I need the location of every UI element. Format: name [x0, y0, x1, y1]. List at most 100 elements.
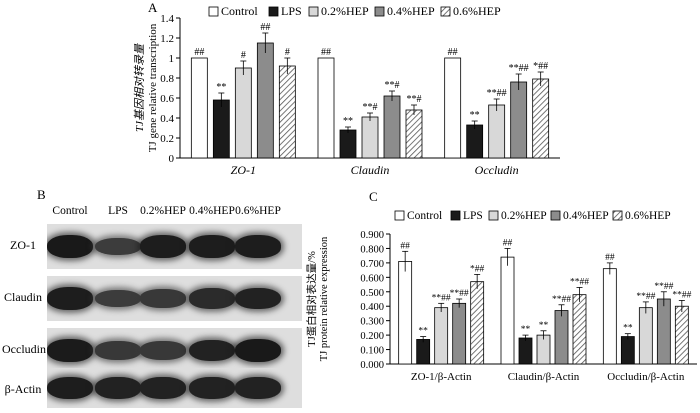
- blot-band: [235, 377, 281, 399]
- blot-row-label: β-Actin: [4, 382, 42, 396]
- blot-band: [47, 339, 93, 362]
- bar: [234, 67, 252, 159]
- category-label: Occludin/β-Actin: [607, 371, 685, 383]
- bar: [620, 336, 635, 365]
- bar: [500, 256, 515, 365]
- category-label: Claudin: [351, 163, 390, 177]
- legend-swatch: [550, 210, 561, 221]
- significance-label: **: [521, 325, 531, 335]
- significance-label: **#: [363, 102, 378, 113]
- blot-strip: [47, 328, 302, 373]
- western-blot-panel: B Control LPS 0.2%HEP 0.4%HEP 0.6%HEP ZO-1 Cl…: [0, 187, 305, 413]
- y-tick-label: 0.800: [360, 244, 384, 255]
- bar: [602, 268, 617, 365]
- legend-swatch: [208, 6, 219, 17]
- bar: [361, 116, 379, 159]
- blot-band: [140, 235, 186, 258]
- category-label: Occludin: [475, 163, 519, 177]
- legend-label: 0.6%HEP: [453, 4, 501, 18]
- significance-label: *##: [470, 264, 485, 274]
- y-axis-label: TJ蛋白相对表达量/%: [305, 251, 318, 347]
- legend-swatch: [374, 6, 385, 17]
- bar: [532, 78, 550, 159]
- significance-label: **: [623, 324, 633, 334]
- blot-row-label: Occludin: [2, 342, 46, 356]
- y-tick-label: 0.300: [360, 317, 384, 328]
- bar: [470, 281, 485, 365]
- legend-label: Control: [407, 210, 442, 222]
- blot-band: [140, 289, 186, 308]
- legend-label: 0.6%HEP: [625, 210, 671, 222]
- bar: [452, 302, 467, 365]
- significance-label: **##: [487, 88, 507, 99]
- y-tick-label: 0: [169, 153, 175, 165]
- y-axis-label: TJ protein relative expression: [319, 236, 330, 361]
- significance-label: ##: [503, 238, 513, 248]
- blot-band: [235, 235, 281, 258]
- blot-band: [189, 377, 235, 399]
- y-tick-label: 0.900: [360, 230, 384, 241]
- blot-band: [47, 287, 93, 310]
- blot-row-label: ZO-1: [10, 238, 36, 252]
- significance-label: ##: [321, 47, 331, 58]
- legend-label: 0.4%HEP: [563, 210, 609, 222]
- significance-label: **##: [672, 290, 691, 300]
- significance-label: ##: [194, 47, 204, 58]
- bar: [278, 65, 296, 159]
- significance-label: **##: [509, 63, 529, 74]
- blot-strip: [47, 368, 302, 408]
- legend-swatch: [268, 6, 279, 17]
- legend-swatch: [308, 6, 319, 17]
- panel-c-letter: C: [369, 189, 378, 204]
- bar: [536, 334, 551, 365]
- significance-label: ##: [448, 47, 458, 58]
- lane-label: 0.6%HEP: [235, 205, 281, 217]
- y-axis-label: TJ gene relative transcription: [147, 23, 159, 152]
- significance-label: **: [418, 327, 428, 337]
- significance-label: **: [216, 82, 226, 93]
- y-tick-label: 0.500: [360, 288, 384, 299]
- y-tick-label: 0.8: [160, 73, 174, 85]
- bar: [256, 42, 274, 159]
- legend-swatch: [440, 6, 451, 17]
- chart-panel-c: C TJ蛋白相对表达量/% TJ protein relative express…: [305, 189, 697, 383]
- bar: [466, 124, 484, 159]
- y-tick-label: 0.600: [360, 273, 384, 284]
- category-label: ZO-1/β-Actin: [411, 371, 472, 383]
- y-tick-label: 1.4: [160, 13, 174, 25]
- bar: [554, 310, 569, 365]
- blot-band: [95, 377, 141, 399]
- significance-label: **#: [385, 80, 400, 91]
- lane-label: 0.2%HEP: [140, 205, 186, 217]
- significance-label: ##: [605, 253, 615, 263]
- lane-label: Control: [52, 205, 88, 217]
- significance-label: #: [285, 47, 290, 58]
- legend-label: Control: [221, 4, 258, 18]
- panel-b-letter: B: [37, 187, 46, 202]
- blot-strip: [47, 224, 302, 269]
- significance-label: **##: [450, 289, 469, 299]
- bar: [416, 339, 431, 365]
- bar: [339, 129, 357, 159]
- legend-label: 0.2%HEP: [501, 210, 547, 222]
- y-tick-label: 0.6: [160, 93, 174, 105]
- y-tick-label: 0.700: [360, 259, 384, 270]
- legend-swatch: [488, 210, 499, 221]
- blot-band: [189, 288, 235, 309]
- legend-swatch: [612, 210, 623, 221]
- bar: [518, 337, 533, 365]
- significance-label: **##: [654, 282, 673, 292]
- bar: [674, 305, 689, 365]
- y-tick-label: 0.4: [160, 113, 174, 125]
- bar: [444, 57, 462, 159]
- significance-label: **##: [636, 292, 655, 302]
- legend-label: LPS: [281, 4, 302, 18]
- blot-band: [95, 341, 141, 360]
- blot-band: [189, 235, 235, 258]
- y-tick-label: 0.2: [160, 133, 174, 145]
- blot-band: [95, 289, 141, 308]
- legend-label: LPS: [463, 210, 483, 222]
- blot-row-label: Claudin: [4, 290, 42, 304]
- bar: [510, 81, 528, 159]
- bar: [405, 109, 423, 159]
